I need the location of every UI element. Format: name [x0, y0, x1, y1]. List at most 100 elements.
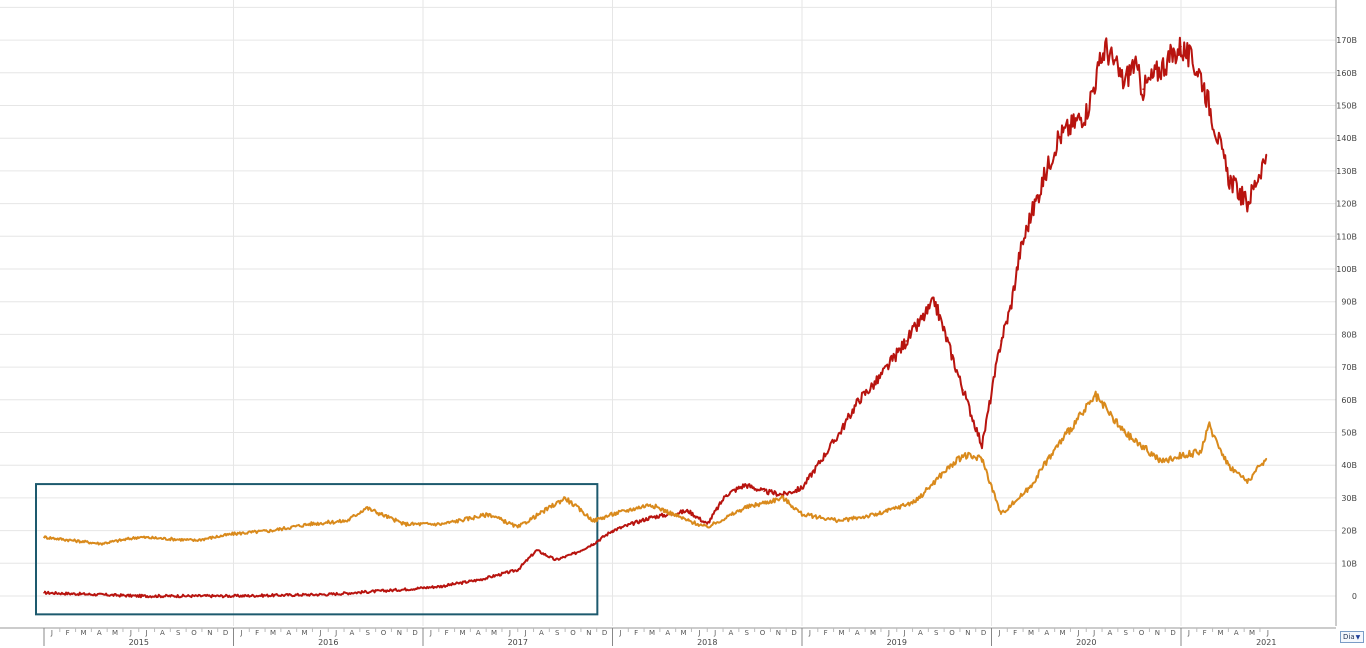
data-point: [687, 519, 690, 522]
data-point: [327, 593, 330, 596]
data-point: [801, 487, 803, 489]
x-tick-label-month: J: [524, 629, 527, 637]
x-tick-label-month: A: [918, 629, 923, 637]
data-point: [403, 523, 405, 525]
data-point: [1199, 451, 1201, 453]
data-point: [801, 513, 803, 516]
data-point: [1246, 202, 1249, 205]
data-point: [858, 399, 860, 401]
data-point: [1123, 81, 1125, 84]
x-tick-label-month: J: [1266, 629, 1269, 637]
series-layer: [43, 36, 1268, 599]
x-tick-label-month: O: [949, 629, 955, 637]
data-point: [839, 519, 841, 522]
x-tick-label-month: A: [286, 629, 291, 637]
x-tick-label-month: J: [887, 629, 890, 637]
y-tick-label: 60B: [1341, 396, 1357, 405]
x-tick-label-month: D: [981, 629, 986, 637]
data-point: [564, 497, 566, 499]
highlight-box-layer: [35, 483, 599, 616]
data-point: [441, 523, 443, 525]
x-tick-label-month: J: [997, 629, 1000, 637]
data-point: [1028, 219, 1031, 221]
x-tick-label-month: N: [965, 629, 970, 637]
x-tick-label-month: S: [366, 629, 371, 637]
data-point: [744, 506, 746, 509]
data-point: [488, 513, 491, 516]
data-point: [1246, 480, 1249, 483]
x-tick-label-month: D: [602, 629, 607, 637]
x-tick-label-month: J: [1092, 629, 1095, 637]
data-point: [877, 379, 879, 381]
x-tick-label-month: S: [1124, 629, 1129, 637]
data-point: [194, 539, 197, 542]
x-tick-label-year: 2019: [887, 638, 907, 647]
x-tick-label-month: J: [903, 629, 906, 637]
x-tick-label-month: J: [697, 629, 700, 637]
x-tick-label-month: J: [50, 629, 53, 637]
y-tick-label: 20B: [1341, 527, 1357, 536]
data-point: [535, 549, 538, 552]
x-tick-label-month: J: [808, 629, 811, 637]
x-tick-label-month: O: [1139, 629, 1145, 637]
x-tick-label-month: S: [934, 629, 939, 637]
x-tick-label-month: M: [649, 629, 655, 637]
x-tick-label-month: A: [539, 629, 544, 637]
y-tick-label: 80B: [1341, 330, 1357, 339]
data-point: [943, 470, 945, 473]
data-point: [1057, 137, 1059, 139]
data-point: [1085, 111, 1088, 113]
data-point: [346, 519, 349, 522]
x-tick-label-month: F: [634, 629, 638, 637]
period-select[interactable]: Dia ▼: [1340, 631, 1364, 643]
data-point: [725, 493, 727, 496]
x-tick-label-month: M: [112, 629, 118, 637]
x-tick-label-month: J: [334, 629, 337, 637]
data-point: [1132, 62, 1135, 64]
x-tick-label-month: S: [745, 629, 750, 637]
data-point: [1028, 487, 1031, 489]
data-point: [649, 503, 652, 506]
x-tick-label-month: M: [302, 629, 308, 637]
x-tick-label-month: M: [1028, 629, 1034, 637]
y-axis: 0 10B 20B 30B 40B 50B 60B 70B 80B 90B 100B 110B 120B…: [1335, 0, 1357, 626]
y-tick-label: 110B: [1336, 232, 1357, 241]
x-tick-label-month: A: [97, 629, 102, 637]
x-tick-label-month: N: [586, 629, 591, 637]
data-point: [137, 595, 140, 597]
data-point: [1265, 457, 1268, 460]
y-tick-label: 10B: [1341, 559, 1357, 568]
data-point: [905, 340, 908, 342]
x-tick-label-month: A: [1234, 629, 1239, 637]
x-tick-label-month: O: [381, 629, 387, 637]
data-point: [1142, 88, 1144, 90]
data-point: [270, 529, 273, 532]
data-point: [933, 300, 936, 303]
data-point: [516, 526, 519, 529]
y-tick-label: 90B: [1341, 298, 1357, 307]
x-tick-label-month: A: [855, 629, 860, 637]
x-tick-label-month: J: [239, 629, 242, 637]
data-point: [403, 588, 405, 591]
data-point: [1265, 153, 1268, 156]
x-tick-label-month: N: [397, 629, 402, 637]
x-tick-label-month: M: [870, 629, 876, 637]
x-tick-label-month: D: [1170, 629, 1175, 637]
x-tick-label-year: 2018: [697, 638, 717, 647]
x-tick-label-month: A: [1044, 629, 1049, 637]
x-tick-label-month: J: [318, 629, 321, 637]
x-tick-label-month: M: [838, 629, 844, 637]
x-tick-label-month: F: [66, 629, 70, 637]
highlight-box: [35, 483, 599, 616]
data-point: [839, 431, 841, 434]
x-tick-label-month: A: [476, 629, 481, 637]
x-tick-label-month: J: [145, 629, 148, 637]
x-tick-label-month: N: [776, 629, 781, 637]
x-tick-label-month: F: [445, 629, 449, 637]
data-point: [1180, 45, 1182, 48]
series-line: [43, 390, 1268, 546]
data-point: [479, 578, 481, 581]
data-point: [1227, 464, 1230, 467]
